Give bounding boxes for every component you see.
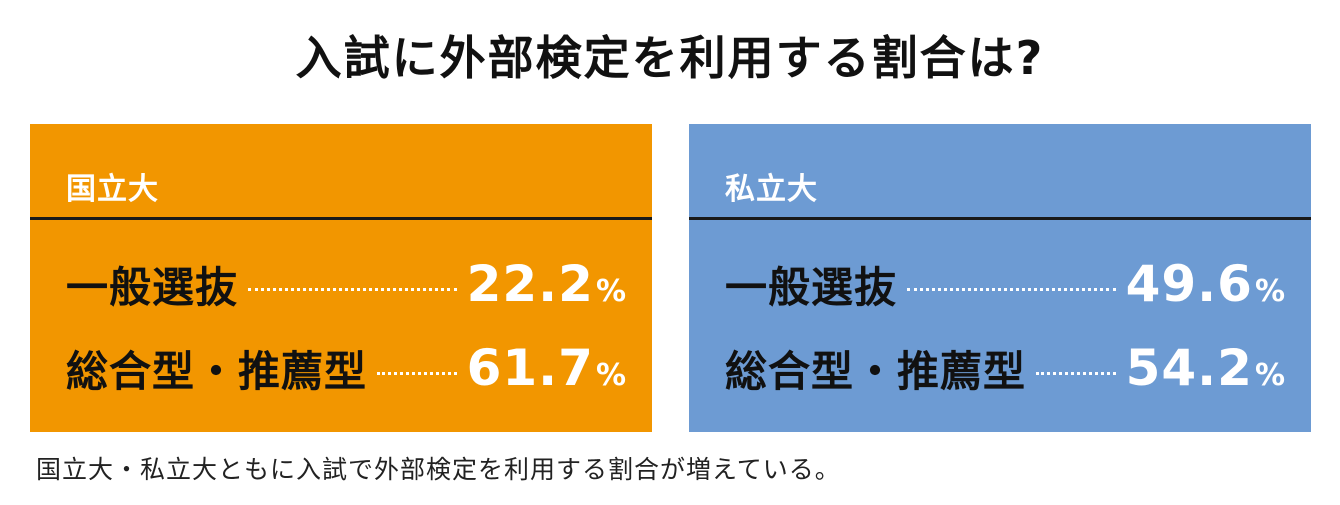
chart-title: 入試に外部検定を利用する割合は?: [295, 31, 1045, 85]
value-unit: %: [1254, 274, 1285, 309]
value-number: 61.7: [466, 339, 594, 397]
value-unit: %: [1254, 358, 1285, 393]
dotted-leader: [377, 371, 457, 375]
value-number: 49.6: [1125, 255, 1253, 313]
row-national-comprehensive: 総合型・推薦型 61.7 %: [66, 336, 626, 400]
dotted-leader: [907, 287, 1116, 291]
row-private-general: 一般選抜 49.6 %: [725, 252, 1285, 316]
row-label: 総合型・推薦型: [66, 346, 368, 396]
value-number: 22.2: [466, 255, 594, 313]
row-label: 一般選抜: [725, 262, 898, 312]
panel-header-private: 私立大: [689, 124, 1311, 220]
dotted-leader: [248, 287, 457, 291]
panel-private: 私立大 一般選抜 49.6 % 総合型・推薦型 54.2 %: [689, 124, 1311, 432]
value-national-comprehensive: 61.7 %: [467, 339, 626, 397]
value-private-general: 49.6 %: [1126, 255, 1285, 313]
caption: 国立大・私立大ともに入試で外部検定を利用する割合が増えている。: [36, 455, 841, 484]
panel-label-private: 私立大: [725, 172, 818, 207]
row-label: 一般選抜: [66, 262, 239, 312]
dotted-leader: [1036, 371, 1116, 375]
value-private-comprehensive: 54.2 %: [1126, 339, 1285, 397]
value-unit: %: [595, 358, 626, 393]
row-label: 総合型・推薦型: [725, 346, 1027, 396]
value-unit: %: [595, 274, 626, 309]
value-number: 54.2: [1125, 339, 1253, 397]
panel-header-national: 国立大: [30, 124, 652, 220]
row-private-comprehensive: 総合型・推薦型 54.2 %: [725, 336, 1285, 400]
panel-label-national: 国立大: [66, 172, 159, 207]
row-national-general: 一般選抜 22.2 %: [66, 252, 626, 316]
value-national-general: 22.2 %: [467, 255, 626, 313]
panel-national: 国立大 一般選抜 22.2 % 総合型・推薦型 61.7 %: [30, 124, 652, 432]
